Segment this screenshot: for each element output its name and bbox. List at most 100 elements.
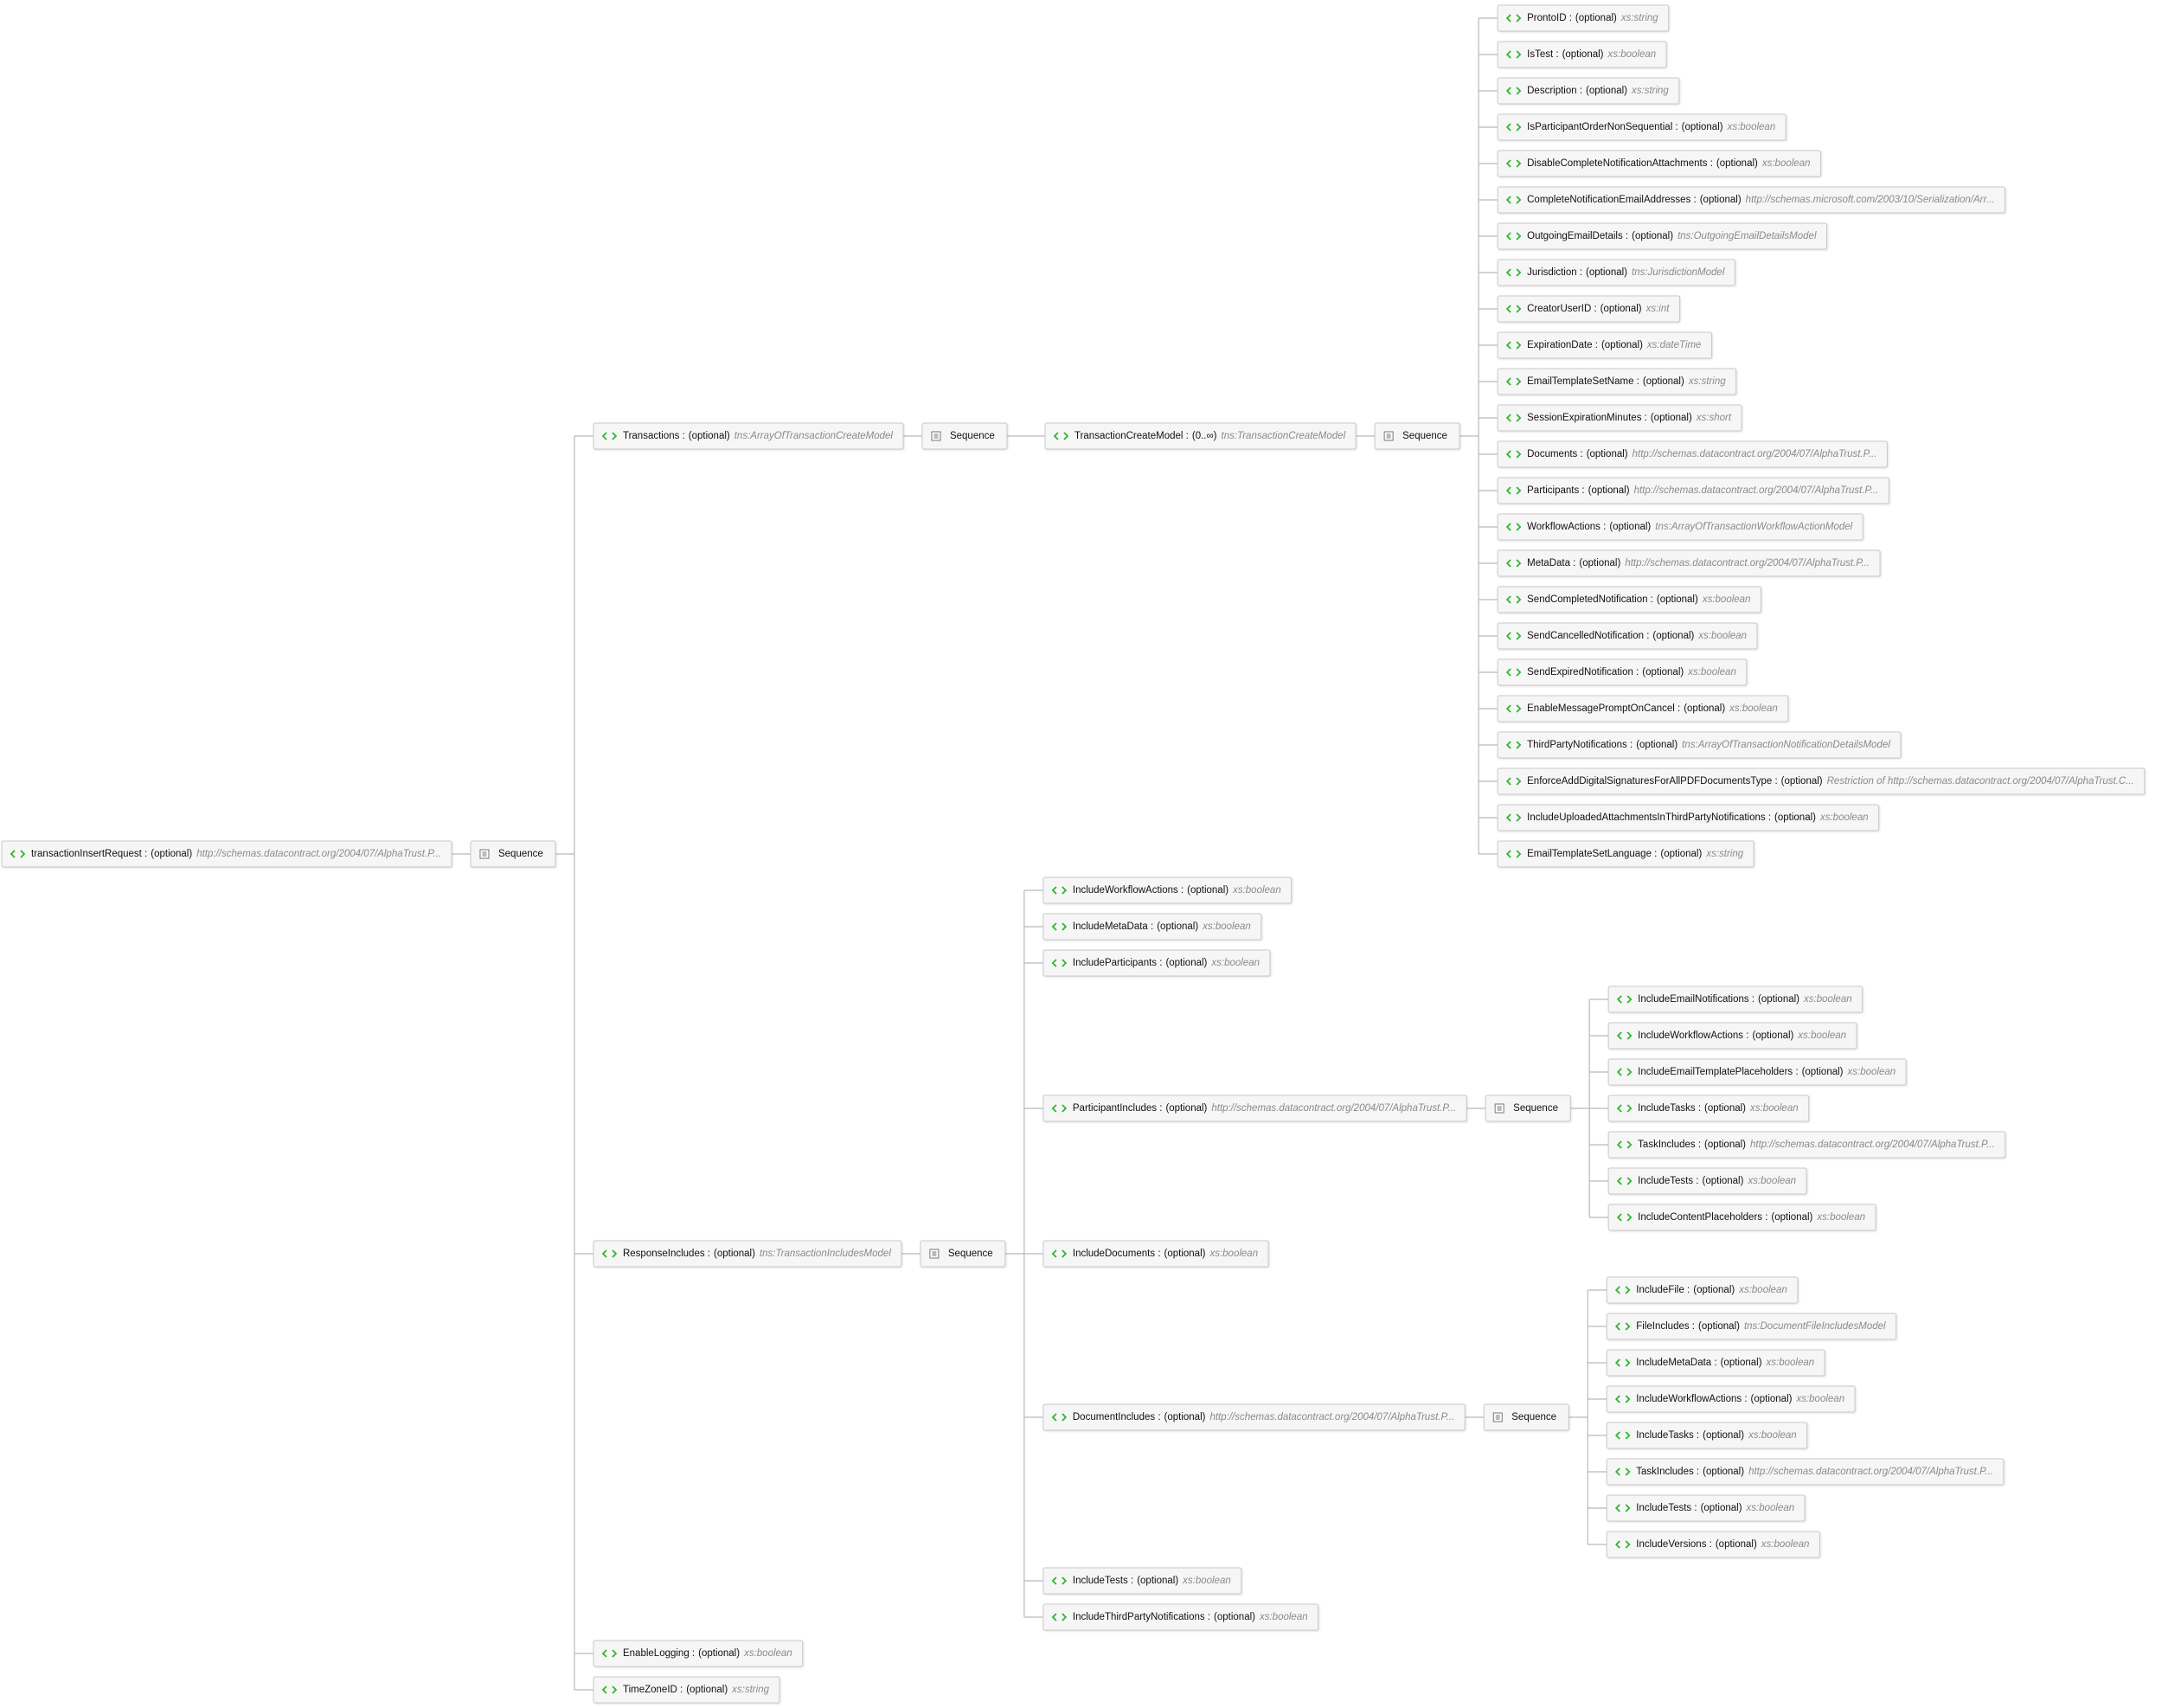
element-occurs: (optional): [1758, 994, 1799, 1005]
element-occurs: (optional): [1774, 812, 1816, 823]
element-node: Participants : (optional) http://schemas.d…: [1497, 477, 1889, 504]
element-box: [1042, 913, 1262, 941]
element-type: xs:boolean: [1202, 921, 1251, 932]
element-node: IncludeWorkflowActions : (optional) xs:boo…: [1607, 1022, 1857, 1050]
element-icon: [1614, 1504, 1631, 1512]
element-box: [1606, 1349, 1825, 1377]
element-occurs: (optional): [686, 1685, 728, 1695]
element-name: ThirdPartyNotifications :: [1527, 740, 1633, 750]
element-occurs: (optional): [1652, 631, 1694, 641]
element-node: TaskIncludes : (optional) http://schemas.d…: [1606, 1458, 2005, 1486]
element-name: IncludeTests :: [1638, 1176, 1698, 1186]
element-occurs: (optional): [1562, 49, 1604, 60]
element-icon: [1614, 1431, 1631, 1440]
connectors: [451, 17, 1609, 1691]
element-type: xs:boolean: [1702, 594, 1751, 605]
element-type: xs:string: [1688, 376, 1726, 387]
element-occurs: (optional): [1703, 1430, 1744, 1441]
element-name: CreatorUserID :: [1527, 304, 1597, 314]
element-type: tns:ArrayOfTransactionWorkflowActionMode…: [1655, 522, 1852, 532]
element-type: xs:boolean: [1748, 1430, 1797, 1441]
element-name: IncludeTasks :: [1638, 1103, 1701, 1114]
element-name: IncludeThirdPartyNotifications :: [1073, 1612, 1210, 1622]
element-node: CompleteNotificationEmailAddresses : (opt…: [1497, 186, 2006, 214]
element-node: IncludeWorkflowActions : (optional) xs:boo…: [1042, 876, 1293, 904]
element-name: transactionInsertRequest :: [31, 849, 147, 859]
element-icon: [1505, 232, 1522, 241]
element-node: Description : (optional) xs:string: [1497, 77, 1680, 105]
element-node: IncludeMetaData : (optional) xs:boolean: [1042, 913, 1262, 941]
element-box: [593, 1240, 902, 1268]
element-occurs: (optional): [1703, 1467, 1744, 1477]
element-icon: [10, 850, 26, 858]
element-box: [1497, 549, 1881, 577]
element-icon: [1505, 377, 1522, 386]
element-name: MetaData :: [1527, 558, 1575, 568]
element-type: xs:boolean: [1766, 1358, 1815, 1368]
element-occurs: (optional): [1802, 1067, 1844, 1077]
element-box: [1042, 1240, 1269, 1268]
sequence-label: Sequence: [498, 849, 543, 859]
element-occurs: (optional): [1703, 1176, 1744, 1186]
element-name: IncludeMetaData :: [1073, 921, 1153, 932]
element-occurs: (optional): [1704, 1140, 1746, 1150]
element-type: tns:DocumentFileIncludesModel: [1744, 1321, 1886, 1332]
sequence-node: Sequence: [470, 840, 556, 868]
element-node: IncludeTests : (optional) xs:boolean: [1042, 1567, 1242, 1595]
element-occurs: (optional): [151, 849, 192, 859]
element-box: [1042, 949, 1271, 977]
element-icon: [1614, 1395, 1631, 1403]
element-node: TransactionCreateModel : (0..∞) tns:Transa…: [1044, 422, 1357, 450]
element-icon: [1505, 668, 1522, 677]
element-name: IncludeEmailNotifications :: [1638, 994, 1754, 1005]
element-occurs: (optional): [1586, 86, 1627, 96]
sequence-box: [921, 422, 1008, 450]
element-name: IncludeMetaData :: [1636, 1358, 1716, 1368]
element-box: [1607, 1095, 1810, 1122]
sequence-icon-lines: [933, 433, 939, 439]
element-icon: [1505, 450, 1522, 459]
element-icon: [1051, 886, 1068, 895]
element-occurs: (optional): [1600, 304, 1642, 314]
element-icon: [1505, 305, 1522, 313]
element-icon: [1616, 1104, 1633, 1113]
element-name: CompleteNotificationEmailAddresses :: [1527, 195, 1697, 205]
element-node: EnableMessagePromptOnCancel : (optional) x…: [1497, 695, 1789, 722]
element-icon: [1616, 1031, 1633, 1040]
element-name: EmailTemplateSetName :: [1527, 376, 1639, 387]
element-icon: [1505, 486, 1522, 495]
element-name: IncludeVersions :: [1636, 1539, 1712, 1550]
element-box: [1607, 1204, 1876, 1231]
element-box: [1042, 1095, 1467, 1122]
element-occurs: (optional): [1704, 1103, 1746, 1114]
element-node: FileIncludes : (optional) tns:DocumentFile…: [1606, 1313, 1897, 1340]
element-box: [1497, 840, 1754, 868]
element-occurs: (optional): [1752, 1031, 1793, 1041]
element-node: ResponseIncludes : (optional) tns:Transact…: [593, 1240, 902, 1268]
element-name: SendCancelledNotification :: [1527, 631, 1649, 641]
element-icon: [601, 1249, 618, 1258]
element-type: xs:boolean: [1819, 812, 1869, 823]
element-name: IncludeDocuments :: [1073, 1249, 1161, 1259]
element-type: xs:boolean: [1727, 122, 1776, 132]
element-node: EnableLogging : (optional) xs:boolean: [593, 1640, 804, 1667]
element-icon: [1051, 1104, 1068, 1113]
element-box: [1497, 113, 1786, 141]
element-occurs: (optional): [1164, 1412, 1206, 1422]
element-box: [1607, 1058, 1907, 1086]
element-box: [1497, 586, 1761, 613]
sequence-box: [1485, 1095, 1571, 1122]
element-box: [1607, 1022, 1857, 1050]
element-name: TaskIncludes :: [1636, 1467, 1699, 1477]
element-node: CreatorUserID : (optional) xs:int: [1497, 295, 1680, 323]
element-icon: [1051, 959, 1068, 967]
element-icon: [1051, 1613, 1068, 1621]
element-name: DisableCompleteNotificationAttachments :: [1527, 158, 1713, 169]
element-type: xs:boolean: [1816, 1212, 1865, 1223]
element-box: [1606, 1385, 1856, 1413]
element-node: IncludeTasks : (optional) xs:boolean: [1607, 1095, 1810, 1122]
element-occurs: (optional): [1716, 158, 1758, 169]
element-name: DocumentIncludes :: [1073, 1412, 1161, 1422]
element-name: EnforceAddDigitalSignaturesForAllPDFDocu…: [1527, 776, 1778, 787]
element-box: [1497, 222, 1828, 250]
